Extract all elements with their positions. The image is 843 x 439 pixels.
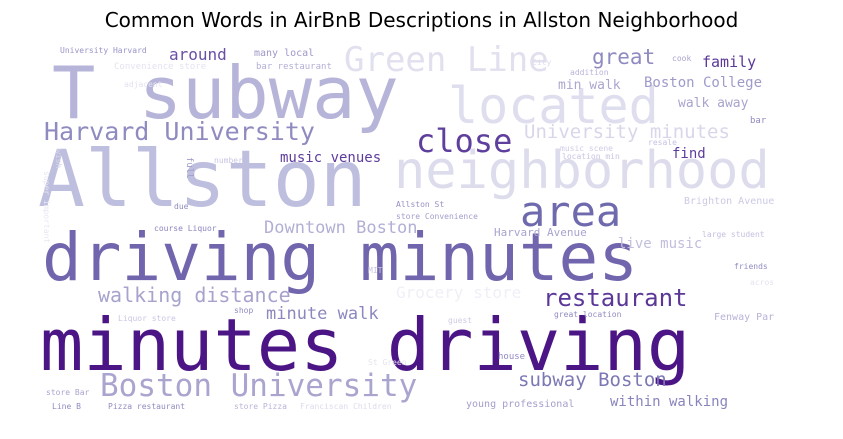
cloud-word: Boston College — [644, 75, 763, 91]
cloud-word: guest — [448, 316, 473, 325]
cloud-word: subway Boston — [518, 369, 667, 391]
cloud-word: due — [174, 202, 189, 211]
cloud-word: large student — [702, 230, 765, 239]
cloud-word: driving minutes — [42, 219, 639, 296]
cloud-word: store Bar — [46, 388, 90, 397]
cloud-word: Allston — [38, 135, 367, 225]
cloud-word: Brighton Avenue — [684, 196, 774, 207]
cloud-word: MIT — [368, 266, 383, 275]
cloud-word: neighborhood — [394, 141, 770, 201]
cloud-word: Fenway Park — [714, 312, 774, 323]
cloud-word: full — [184, 157, 194, 179]
cloud-word: walk away — [678, 96, 749, 111]
cloud-word: minutes driving — [40, 303, 691, 387]
cloud-word: music venues — [280, 150, 382, 166]
cloud-word: Convenience store — [114, 62, 207, 72]
cloud-word: located — [448, 77, 659, 135]
cloud-word: resale — [648, 138, 677, 147]
cloud-word: friends — [734, 262, 768, 271]
cloud-word: Franciscan Children — [300, 402, 392, 411]
cloud-word: within walking — [610, 394, 729, 410]
cloud-word: store Pizza — [234, 402, 287, 411]
cloud-word: min walk — [558, 78, 621, 93]
chart-title: Common Words in AirBnB Descriptions in A… — [104, 8, 739, 32]
cloud-word: walking distance — [98, 283, 291, 307]
cloud-word: house — [498, 352, 526, 362]
cloud-word: bar — [750, 116, 767, 126]
cloud-word: addition — [570, 68, 609, 77]
word-cloud: Allston T subway neighborhood located Gr… — [38, 41, 774, 415]
cloud-word: many local — [254, 48, 315, 59]
cloud-word: area — [520, 187, 622, 236]
cloud-word: bar restaurant — [256, 62, 332, 72]
cloud-word: St Green — [368, 358, 407, 367]
cloud-word: Harvard University — [44, 117, 315, 146]
cloud-word: great — [592, 45, 656, 69]
cloud-word: young professional — [466, 399, 575, 410]
cloud-word: number — [214, 156, 243, 165]
cloud-word: find — [672, 146, 706, 162]
cloud-word: live music — [618, 236, 703, 252]
cloud-word: minute walk — [266, 304, 379, 324]
cloud-word: super important — [42, 171, 51, 244]
cloud-word: Grocery store — [396, 283, 522, 302]
cloud-word: Boston University — [100, 368, 418, 404]
cloud-word: Green Line — [344, 41, 549, 80]
cloud-word: shop — [234, 306, 254, 315]
cloud-word: Harvard Avenue — [494, 226, 587, 239]
cloud-word: around — [169, 45, 227, 64]
cloud-word: course Liquor — [154, 224, 217, 233]
cloud-word: Allston St — [396, 200, 445, 209]
cloud-word: wish — [54, 149, 63, 169]
cloud-word: Pizza restaurant — [108, 402, 186, 411]
cloud-word: University Harvard — [60, 46, 147, 55]
cloud-word: Downtown Boston — [264, 218, 418, 238]
cloud-word: store Convenience — [396, 212, 478, 221]
cloud-word: Liquor store — [118, 314, 176, 323]
cloud-word: University minutes — [524, 121, 730, 143]
cloud-word: family — [702, 53, 757, 71]
cloud-word: restaurant — [543, 284, 688, 312]
cloud-word: across — [750, 278, 774, 287]
cloud-word: adjacent — [124, 80, 163, 89]
cloud-word: City — [532, 58, 552, 67]
cloud-word: music scene — [560, 144, 613, 153]
cloud-word: cook — [672, 54, 692, 63]
cloud-word: close — [416, 122, 513, 160]
cloud-word: Line B — [52, 402, 81, 411]
cloud-word: T subway — [52, 51, 399, 135]
cloud-word: great location — [554, 310, 622, 319]
cloud-word: location min — [562, 152, 620, 161]
